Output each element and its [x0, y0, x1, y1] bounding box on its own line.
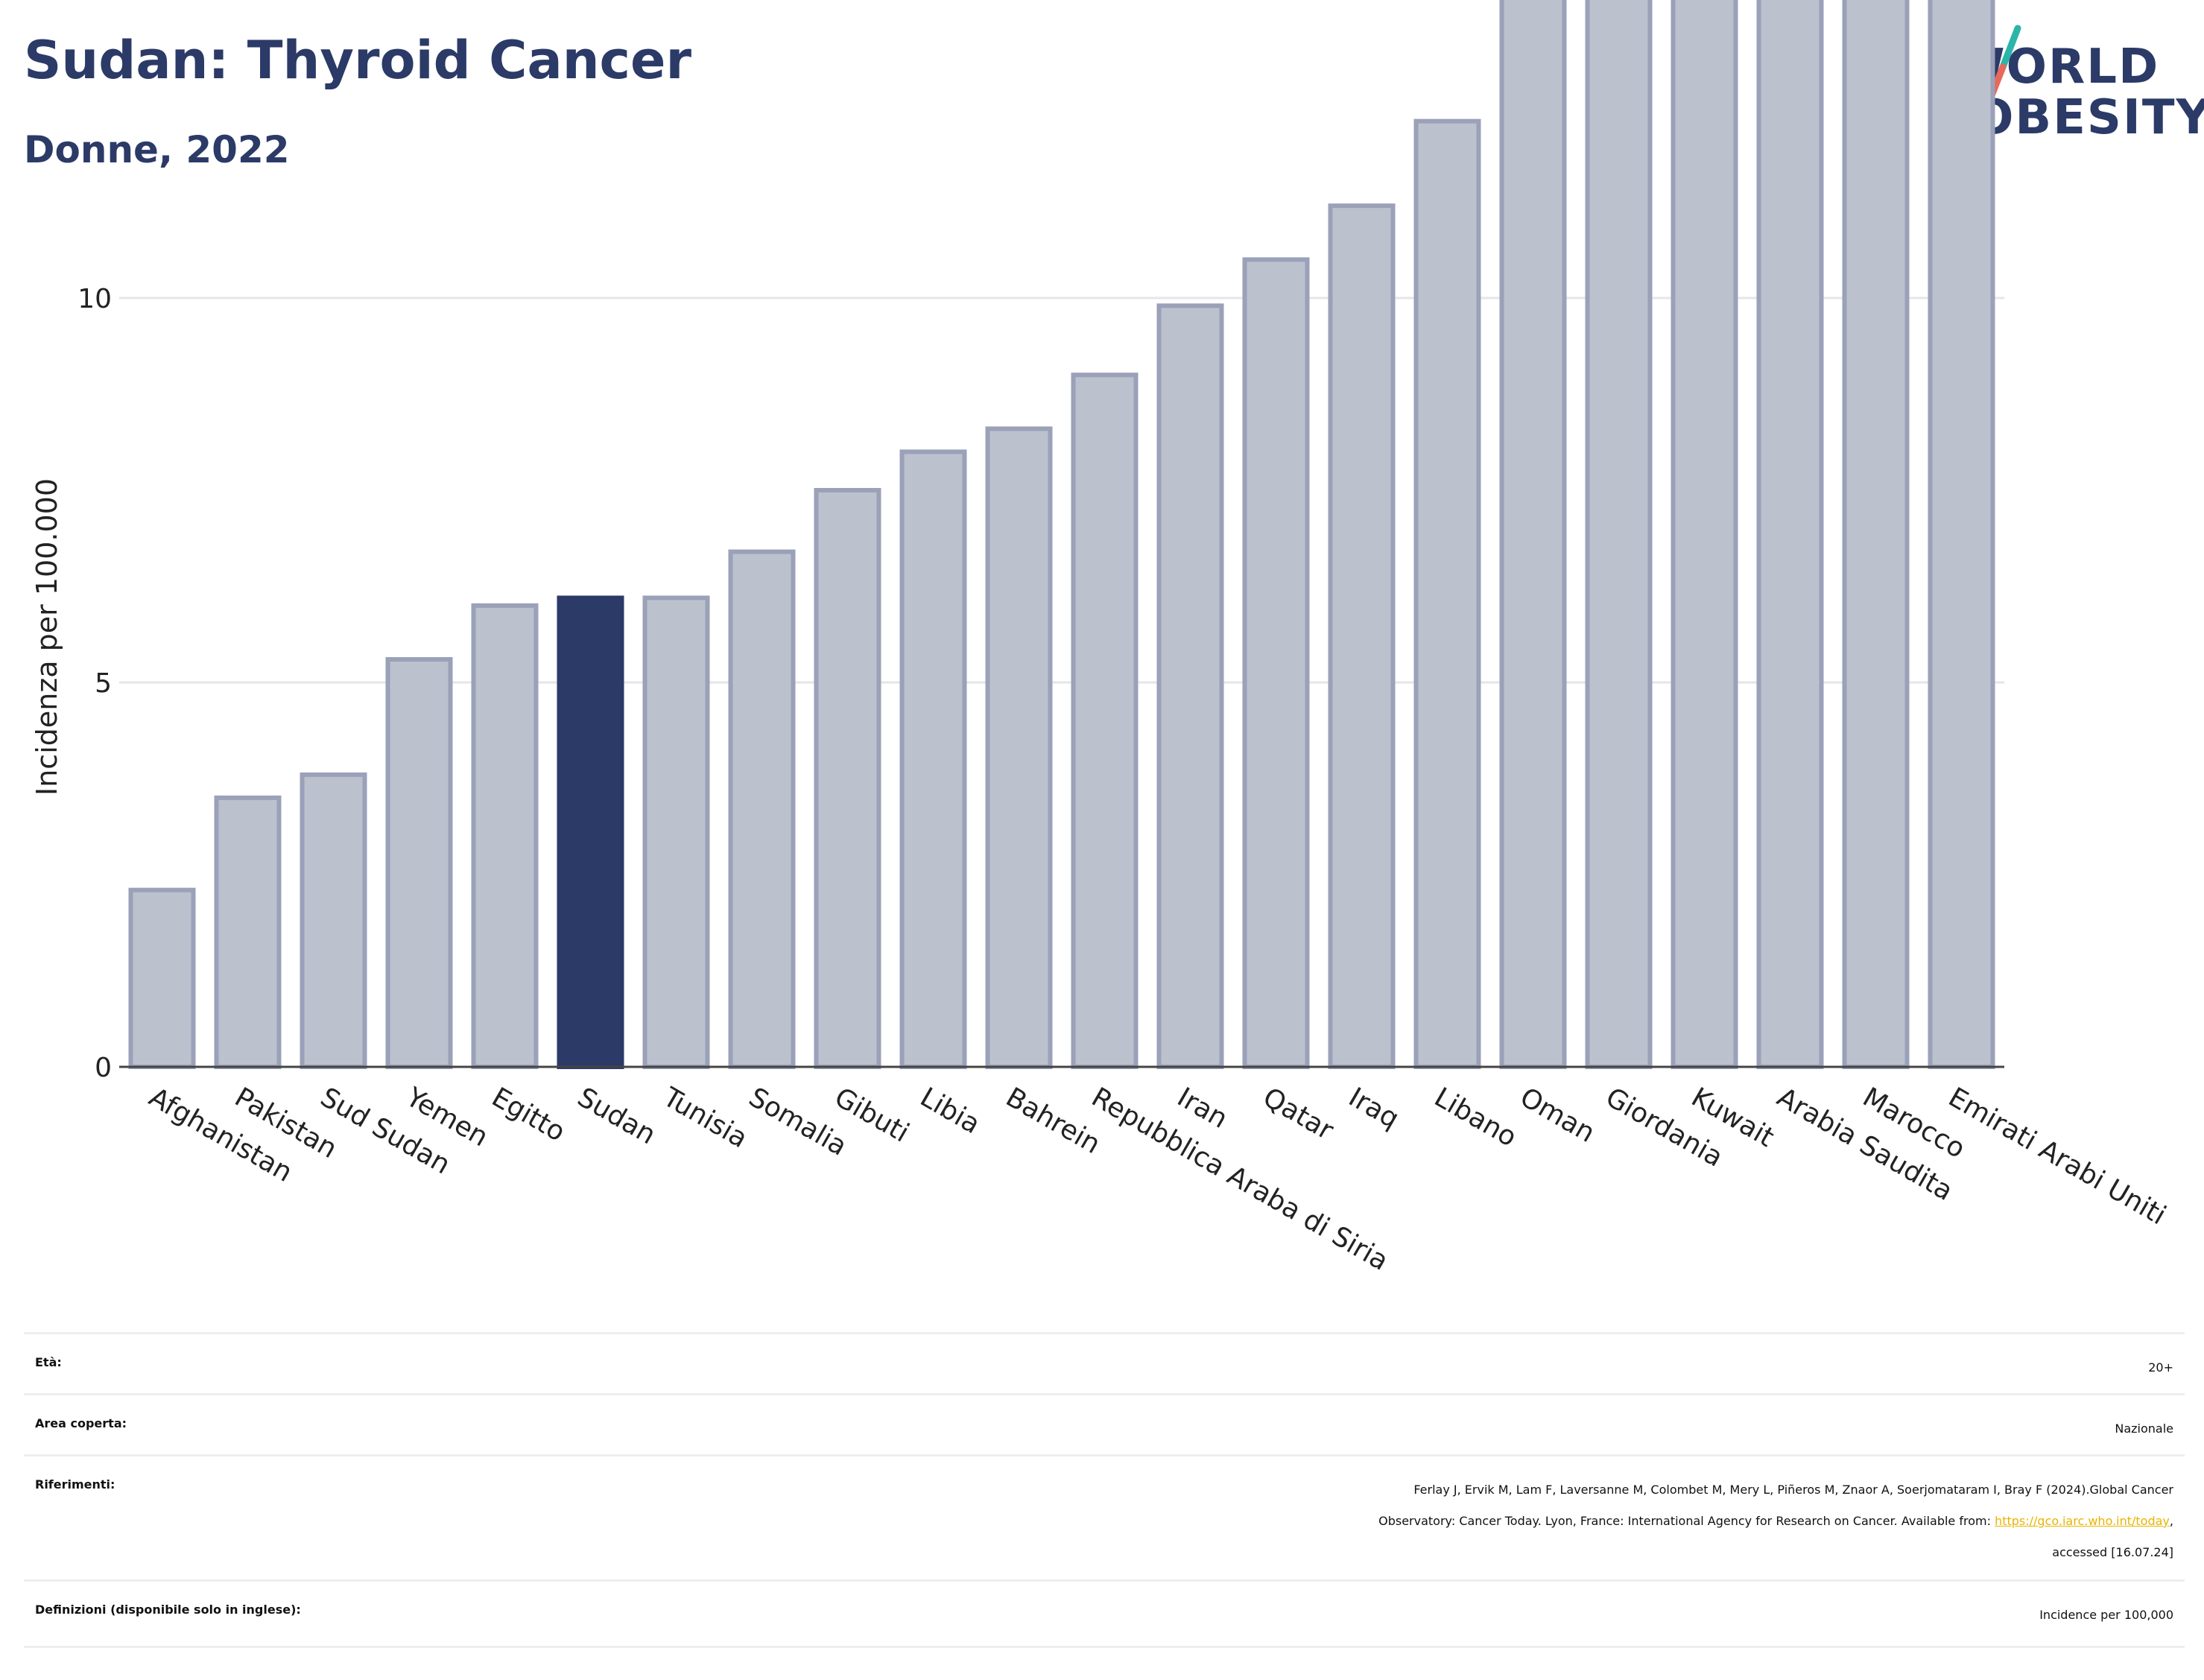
bar-sud-sudan: [300, 772, 367, 1069]
meta-row-references: Riferimenti: Ferlay J, Ervik M, Lam F, L…: [24, 1454, 2185, 1582]
x-tick-label: Qatar: [1258, 1082, 1338, 1146]
definitions-value: Incidence per 100,000: [2039, 1608, 2173, 1622]
bar-sudan: [557, 595, 624, 1069]
bar-arabia-saudita: [1756, 0, 1824, 1069]
bar-marocco: [1842, 0, 1910, 1069]
y-tick-label: 5: [95, 668, 112, 699]
definitions-label: Definizioni (disponibile solo in inglese…: [35, 1603, 301, 1617]
x-tick-label: Iraq: [1343, 1082, 1404, 1135]
area-value: Nazionale: [2115, 1421, 2173, 1436]
references-line-1: Ferlay J, Ervik M, Lam F, Laversanne M, …: [1413, 1483, 2173, 1497]
bar-iraq: [1328, 203, 1396, 1069]
bar-iran: [1156, 303, 1224, 1069]
x-tick-label: Oman: [1515, 1082, 1600, 1149]
logo-line-2: OBESITY: [1973, 90, 2204, 145]
references-line-2-text: Observatory: Cancer Today. Lyon, France:…: [1378, 1514, 1995, 1528]
x-tick-label: Iran: [1172, 1082, 1232, 1135]
age-label: Età:: [35, 1355, 62, 1369]
bar-yemen: [385, 657, 453, 1069]
x-tick-label: Afghanistan: [144, 1082, 297, 1188]
references-line-2-end: ,: [2169, 1514, 2173, 1528]
area-label: Area coperta:: [35, 1416, 127, 1430]
x-tick-label: Egitto: [487, 1082, 570, 1147]
bar-giordania: [1585, 0, 1653, 1069]
meta-row-definitions: Definizioni (disponibile solo in inglese…: [24, 1579, 2185, 1648]
y-tick-label: 0: [95, 1053, 112, 1083]
meta-row-age: Età: 20+: [24, 1332, 2185, 1395]
page-subtitle: Donne, 2022: [24, 128, 290, 171]
references-link[interactable]: https://gco.iarc.who.int/today: [1995, 1514, 2170, 1528]
bar-oman: [1499, 0, 1567, 1069]
y-tick-label: 10: [77, 284, 112, 314]
bar-kuwait: [1671, 0, 1738, 1069]
x-tick-label: Tunisia: [657, 1082, 753, 1154]
bar-qatar: [1242, 257, 1310, 1069]
x-tick-label: Somalia: [744, 1082, 852, 1162]
x-tick-label: Sudan: [572, 1082, 661, 1150]
bar-libano: [1413, 118, 1481, 1069]
references-label: Riferimenti:: [35, 1477, 115, 1492]
references-line-2: Observatory: Cancer Today. Lyon, France:…: [1378, 1506, 2173, 1537]
bar-afghanistan: [128, 887, 196, 1070]
y-axis-label: Incidenza per 100.000: [31, 478, 63, 796]
x-tick-label: Bahrein: [1001, 1082, 1105, 1160]
bar-pakistan: [214, 795, 282, 1070]
x-tick-label: Repubblica Araba di Siria: [1086, 1082, 1393, 1277]
references-line-3: accessed [16.07.24]: [2052, 1545, 2173, 1559]
bar-repubblica-araba-di-siria: [1071, 373, 1139, 1069]
bar-egitto: [471, 603, 539, 1069]
meta-row-area: Area coperta: Nazionale: [24, 1393, 2185, 1456]
age-value: 20+: [2148, 1360, 2173, 1375]
x-tick-label: Libano: [1429, 1082, 1521, 1153]
x-tick-label: Emirati Arabi Uniti: [1943, 1082, 2171, 1231]
bar-gibuti: [814, 488, 881, 1069]
bar-libia: [899, 449, 967, 1069]
references-value: Ferlay J, Ervik M, Lam F, Laversanne M, …: [1378, 1474, 2173, 1568]
x-tick-label: Libia: [915, 1082, 985, 1140]
bar-emirati-arabi-uniti: [1928, 0, 1995, 1069]
bar-chart: 05101520AfghanistanPakistanSud SudanYeme…: [31, 0, 2171, 1277]
page-title: Sudan: Thyroid Cancer: [24, 30, 692, 91]
bars: [128, 0, 1995, 1070]
bar-somalia: [728, 549, 796, 1069]
bar-tunisia: [642, 595, 710, 1069]
bar-bahrein: [985, 426, 1053, 1069]
